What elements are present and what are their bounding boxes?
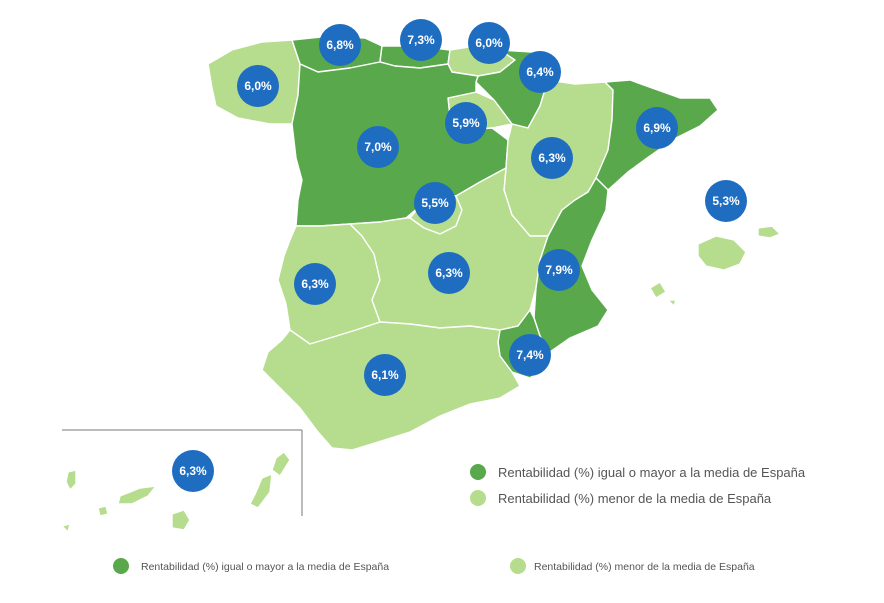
bubble-value-asturias: 6,8% — [326, 38, 354, 52]
bubble-circle — [319, 24, 361, 66]
region-canarias-la-palma[interactable] — [65, 469, 77, 491]
bubble-murcia: 7,4% — [509, 334, 551, 376]
bubble-value-extremadura: 6,3% — [301, 277, 329, 291]
legend-main-below-label: Rentabilidad (%) menor de la media de Es… — [498, 491, 772, 506]
bubble-castilla-la-mancha: 6,3% — [428, 252, 470, 294]
bubble-value-madrid: 5,5% — [421, 196, 449, 210]
bubble-value-baleares: 5,3% — [712, 194, 740, 208]
bubble-circle — [172, 450, 214, 492]
bubble-baleares: 5,3% — [705, 180, 747, 222]
region-canarias-gran-canaria[interactable] — [171, 509, 191, 531]
bubble-circle — [636, 107, 678, 149]
legend-main: Rentabilidad (%) igual o mayor a la medi… — [470, 464, 806, 506]
region-canarias-hierro[interactable] — [61, 523, 71, 533]
bubble-value-castilla-y-leon: 7,0% — [364, 140, 392, 154]
bubble-circle — [509, 334, 551, 376]
bubble-value-andalucia: 6,1% — [371, 368, 399, 382]
bubble-cantabria: 7,3% — [400, 19, 442, 61]
region-canarias-lanzarote[interactable] — [271, 451, 291, 477]
bubble-aragon: 6,3% — [531, 137, 573, 179]
bubble-value-la-rioja: 5,9% — [452, 116, 480, 130]
bubble-andalucia: 6,1% — [364, 354, 406, 396]
region-baleares-mallorca[interactable] — [697, 235, 747, 271]
bubble-circle — [400, 19, 442, 61]
legend-bottom-above-label: Rentabilidad (%) igual o mayor a la medi… — [141, 561, 389, 573]
bubble-comunidad-valenciana: 7,9% — [538, 249, 580, 291]
bubble-circle — [414, 182, 456, 224]
bubble-circle — [538, 249, 580, 291]
bubble-asturias: 6,8% — [319, 24, 361, 66]
region-baleares-menorca[interactable] — [757, 225, 781, 239]
bubble-galicia: 6,0% — [237, 65, 279, 107]
legend-main-above-swatch — [470, 464, 486, 480]
legend-main-above-label: Rentabilidad (%) igual o mayor a la medi… — [498, 465, 806, 480]
legend-bottom: Rentabilidad (%) igual o mayor a la medi… — [113, 558, 755, 574]
legend-bottom-below-label: Rentabilidad (%) menor de la media de Es… — [534, 561, 755, 573]
region-baleares-formentera[interactable] — [667, 299, 677, 307]
bubble-circle — [428, 252, 470, 294]
legend-bottom-below-swatch — [510, 558, 526, 574]
bubble-circle — [445, 102, 487, 144]
bubble-circle — [237, 65, 279, 107]
bubble-value-canarias: 6,3% — [179, 464, 207, 478]
bubble-value-navarra: 6,4% — [526, 65, 554, 79]
bubble-navarra: 6,4% — [519, 51, 561, 93]
bubble-circle — [531, 137, 573, 179]
bubble-value-aragon: 6,3% — [538, 151, 566, 165]
bubble-circle — [364, 354, 406, 396]
bubble-cataluna: 6,9% — [636, 107, 678, 149]
bubble-circle — [294, 263, 336, 305]
bubble-pais-vasco: 6,0% — [468, 22, 510, 64]
region-baleares-ibiza[interactable] — [649, 281, 667, 299]
bubble-la-rioja: 5,9% — [445, 102, 487, 144]
bubble-circle — [357, 126, 399, 168]
bubble-value-castilla-la-mancha: 6,3% — [435, 266, 463, 280]
region-canarias-fuerteventura[interactable] — [249, 473, 273, 509]
legend-main-below-swatch — [470, 490, 486, 506]
bubble-canarias: 6,3% — [172, 450, 214, 492]
bubble-madrid: 5,5% — [414, 182, 456, 224]
bubble-value-galicia: 6,0% — [244, 79, 272, 93]
bubble-extremadura: 6,3% — [294, 263, 336, 305]
bubble-value-pais-vasco: 6,0% — [475, 36, 503, 50]
legend-bottom-above-swatch — [113, 558, 129, 574]
bubble-value-murcia: 7,4% — [516, 348, 544, 362]
bubble-circle — [519, 51, 561, 93]
bubble-value-cataluna: 6,9% — [643, 121, 671, 135]
bubble-value-cantabria: 7,3% — [407, 33, 435, 47]
bubble-value-comunidad-valenciana: 7,9% — [545, 263, 573, 277]
bubble-circle — [468, 22, 510, 64]
region-canarias-tenerife[interactable] — [117, 485, 157, 505]
bubble-circle — [705, 180, 747, 222]
region-canarias-gomera[interactable] — [97, 505, 109, 517]
bubble-castilla-y-leon: 7,0% — [357, 126, 399, 168]
